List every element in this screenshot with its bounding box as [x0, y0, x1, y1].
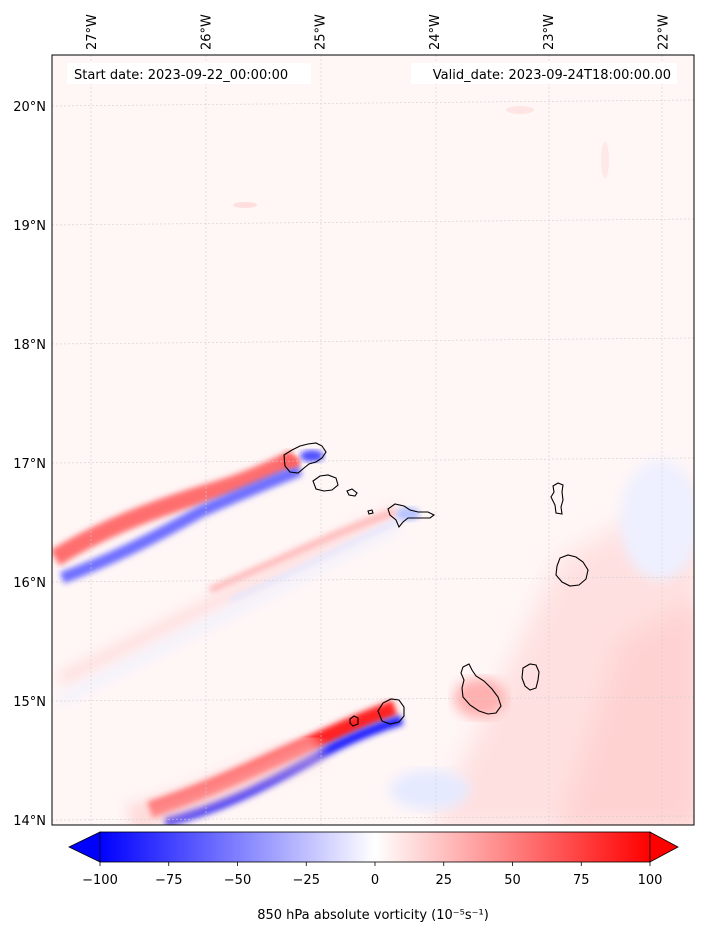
colorbar-tick-label: 75 — [573, 873, 590, 888]
colorbar-gradient — [99, 831, 651, 863]
south-negative-patch — [390, 770, 470, 810]
valid-label-box — [411, 63, 677, 84]
lon-tick-label: 24°W — [428, 14, 443, 50]
island-santa-luzia — [346, 488, 358, 497]
island-sao-vicente — [312, 474, 339, 492]
grid-lat-19 — [52, 218, 694, 226]
colorbar-tick-label: 100 — [638, 873, 663, 888]
sao-nicolau-wake-neg — [229, 518, 401, 602]
island-raso — [367, 509, 374, 515]
santo-antao-pos-core — [280, 456, 300, 468]
lat-tick-label: 14°N — [13, 814, 46, 829]
island-sao-nicolau — [387, 503, 436, 529]
valid-date-label: Valid_date: 2023-09-24T18:00:00.00 — [433, 68, 671, 83]
small-pos-patch-1 — [233, 202, 257, 208]
central-stripe-pos — [56, 503, 404, 687]
colorbar-tick-label: −25 — [293, 873, 320, 888]
start-label-box — [67, 63, 311, 84]
lon-tick-label: 25°W — [314, 14, 329, 50]
santo-antao-neg-core — [300, 450, 324, 462]
colorbar-tick-label: 0 — [371, 873, 379, 888]
colorbar-high-extension — [649, 831, 679, 863]
lon-tick-label: 22°W — [657, 14, 672, 50]
central-stripe-neg — [58, 521, 402, 704]
lat-tick-label: 17°N — [13, 457, 46, 472]
fogo-wake-halo — [125, 731, 327, 825]
island-brava — [349, 715, 359, 727]
colorbar-tick-label: 50 — [504, 873, 521, 888]
gridlines — [52, 55, 694, 825]
map-panel — [52, 55, 694, 825]
latitude-tick-labels: 20°N 19°N 18°N 17°N 16°N 15°N 14°N — [13, 100, 46, 829]
map-frame — [51, 54, 695, 826]
coastlines — [283, 442, 589, 727]
colorbar-tick-label: −75 — [155, 873, 182, 888]
colorbar-low-extension — [68, 831, 101, 863]
colorbar: −100 −75 −50 −25 0 25 50 75 100 — [68, 831, 679, 888]
grid-lat-14 — [52, 815, 694, 821]
colorbar-tick-label: −100 — [82, 873, 118, 888]
grid-lat-18 — [52, 337, 694, 345]
lon-tick-label: 23°W — [542, 14, 557, 50]
east-negative-patch — [620, 460, 694, 580]
sao-nicolau-wake-pos — [208, 508, 397, 594]
lon-tick-label: 27°W — [85, 14, 100, 50]
lon-tick-label: 26°W — [199, 14, 214, 50]
boa-vista-patch — [454, 678, 506, 718]
se-positive-core — [561, 603, 694, 825]
lat-tick-label: 18°N — [13, 338, 46, 353]
grid-lat-16 — [52, 576, 694, 583]
colorbar-label: 850 hPa absolute vorticity (10⁻⁵s⁻¹) — [257, 908, 489, 923]
island-maio — [521, 663, 540, 691]
grid-lat-17 — [52, 457, 694, 464]
longitude-tick-labels: 27°W 26°W 25°W 24°W 23°W 22°W — [85, 14, 672, 50]
small-pos-patch-2 — [506, 106, 534, 114]
grid-lat-15 — [52, 696, 694, 702]
island-sal — [550, 482, 564, 515]
start-date-label: Start date: 2023-09-22_00:00:00 — [74, 68, 288, 83]
lat-tick-label: 20°N — [13, 100, 46, 115]
lat-tick-label: 19°N — [13, 219, 46, 234]
colorbar-tick-label: 25 — [435, 873, 452, 888]
island-santo-antao — [283, 442, 327, 474]
colorbar-ticks: −100 −75 −50 −25 0 25 50 75 100 — [82, 862, 662, 888]
lat-tick-label: 16°N — [13, 576, 46, 591]
grid-lat-20 — [52, 99, 694, 107]
small-pos-patch-3 — [601, 142, 609, 178]
island-santiago — [460, 663, 502, 715]
colorbar-tick-label: −50 — [224, 873, 251, 888]
lat-tick-label: 15°N — [13, 695, 46, 710]
island-fogo — [377, 698, 405, 725]
santo-antao-wake-neg — [59, 464, 303, 584]
island-boa-vista — [555, 554, 589, 587]
santo-antao-wake-pos — [52, 449, 299, 566]
